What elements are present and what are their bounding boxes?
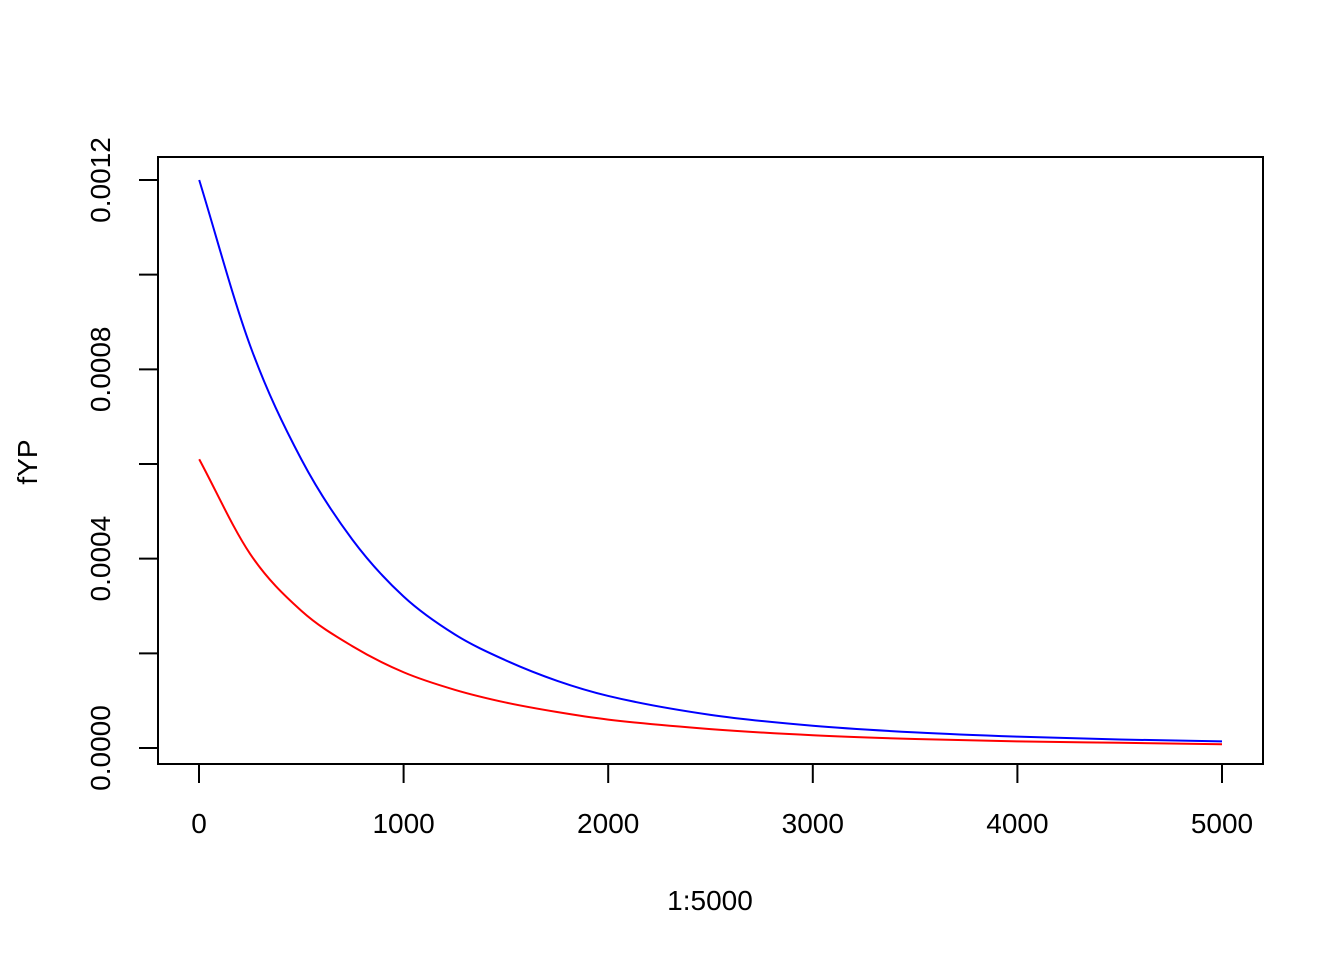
series-group [198, 179, 1223, 746]
x-tick-label: 3000 [782, 808, 844, 839]
plot-frame [157, 156, 1264, 765]
y-axis-label: fYP [12, 439, 43, 484]
x-tick-label: 5000 [1191, 808, 1253, 839]
x-tick-label: 0 [191, 808, 207, 839]
blue-series-line [198, 179, 1223, 743]
y-axis: 0.0000 0.0004 0.0008 0.0012 [85, 137, 159, 791]
x-tick-label: 4000 [986, 808, 1048, 839]
x-axis: 0 1000 2000 3000 4000 5000 [191, 763, 1253, 839]
y-tick-label: 0.0000 [85, 705, 116, 791]
x-axis-label: 1:5000 [667, 885, 753, 916]
y-tick-label: 0.0012 [85, 137, 116, 223]
x-tick-label: 1000 [372, 808, 434, 839]
y-tick-label: 0.0004 [85, 516, 116, 602]
x-tick-label: 2000 [577, 808, 639, 839]
red-series-line [198, 458, 1223, 746]
y-tick-label: 0.0008 [85, 327, 116, 413]
